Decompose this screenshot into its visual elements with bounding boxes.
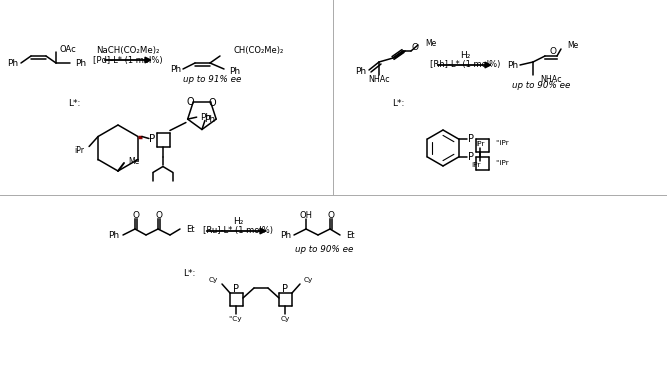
- Text: Cy: Cy: [304, 277, 313, 283]
- Text: Me: Me: [567, 42, 578, 51]
- Text: up to 91% ee: up to 91% ee: [183, 75, 241, 85]
- Text: iPr: iPr: [475, 141, 484, 147]
- Text: P: P: [468, 134, 474, 144]
- Text: OH: OH: [299, 210, 313, 219]
- Text: Et: Et: [346, 231, 354, 240]
- Text: O: O: [209, 98, 217, 108]
- Text: Cy: Cy: [280, 316, 289, 322]
- Text: OAc: OAc: [60, 45, 77, 53]
- Text: [Rh]-L* (1 mol%): [Rh]-L* (1 mol%): [430, 61, 500, 69]
- Text: O: O: [186, 98, 194, 107]
- Text: Ph: Ph: [204, 115, 215, 124]
- Text: H₂: H₂: [460, 51, 470, 59]
- Text: Ph: Ph: [75, 59, 86, 69]
- Text: up to 90% ee: up to 90% ee: [295, 245, 354, 253]
- Text: Ph: Ph: [170, 66, 181, 75]
- Text: L*:: L*:: [392, 99, 404, 107]
- Text: Ph: Ph: [199, 113, 211, 122]
- Text: Et: Et: [186, 224, 195, 234]
- Text: NHAc: NHAc: [540, 75, 562, 83]
- Text: O: O: [155, 210, 163, 219]
- Text: P: P: [149, 133, 155, 144]
- Text: P: P: [282, 284, 288, 294]
- Text: ''iPr: ''iPr: [496, 160, 510, 166]
- Text: NHAc: NHAc: [368, 75, 390, 85]
- Text: CH(CO₂Me)₂: CH(CO₂Me)₂: [233, 46, 283, 56]
- Text: P: P: [233, 284, 239, 294]
- Text: Ph: Ph: [280, 231, 291, 240]
- Text: O: O: [412, 43, 418, 53]
- Text: Ph: Ph: [355, 67, 366, 77]
- Text: Me: Me: [425, 38, 436, 48]
- Text: P: P: [468, 152, 474, 162]
- Text: [Pd]-L* (1 mol%): [Pd]-L* (1 mol%): [93, 56, 163, 64]
- Text: Ph: Ph: [229, 67, 240, 75]
- Text: iPr: iPr: [471, 162, 480, 168]
- Text: [Ru]-L* (1 mol%): [Ru]-L* (1 mol%): [203, 226, 273, 235]
- Text: O: O: [327, 210, 334, 219]
- Text: O: O: [133, 210, 139, 219]
- Text: NaCH(CO₂Me)₂: NaCH(CO₂Me)₂: [96, 45, 160, 54]
- Text: Me: Me: [128, 157, 139, 165]
- Text: L*:: L*:: [68, 99, 81, 107]
- Text: Cy: Cy: [209, 277, 218, 283]
- Text: Ph: Ph: [108, 231, 119, 240]
- Text: iPr: iPr: [74, 146, 84, 155]
- Text: ''iPr: ''iPr: [496, 140, 510, 146]
- Text: L*:: L*:: [183, 269, 195, 277]
- Text: H₂: H₂: [233, 216, 243, 226]
- Text: ''Cy: ''Cy: [228, 316, 242, 322]
- Text: Ph: Ph: [7, 59, 19, 67]
- Text: O: O: [550, 48, 556, 56]
- Text: up to 90% ee: up to 90% ee: [512, 82, 570, 91]
- Text: Ph: Ph: [507, 61, 518, 69]
